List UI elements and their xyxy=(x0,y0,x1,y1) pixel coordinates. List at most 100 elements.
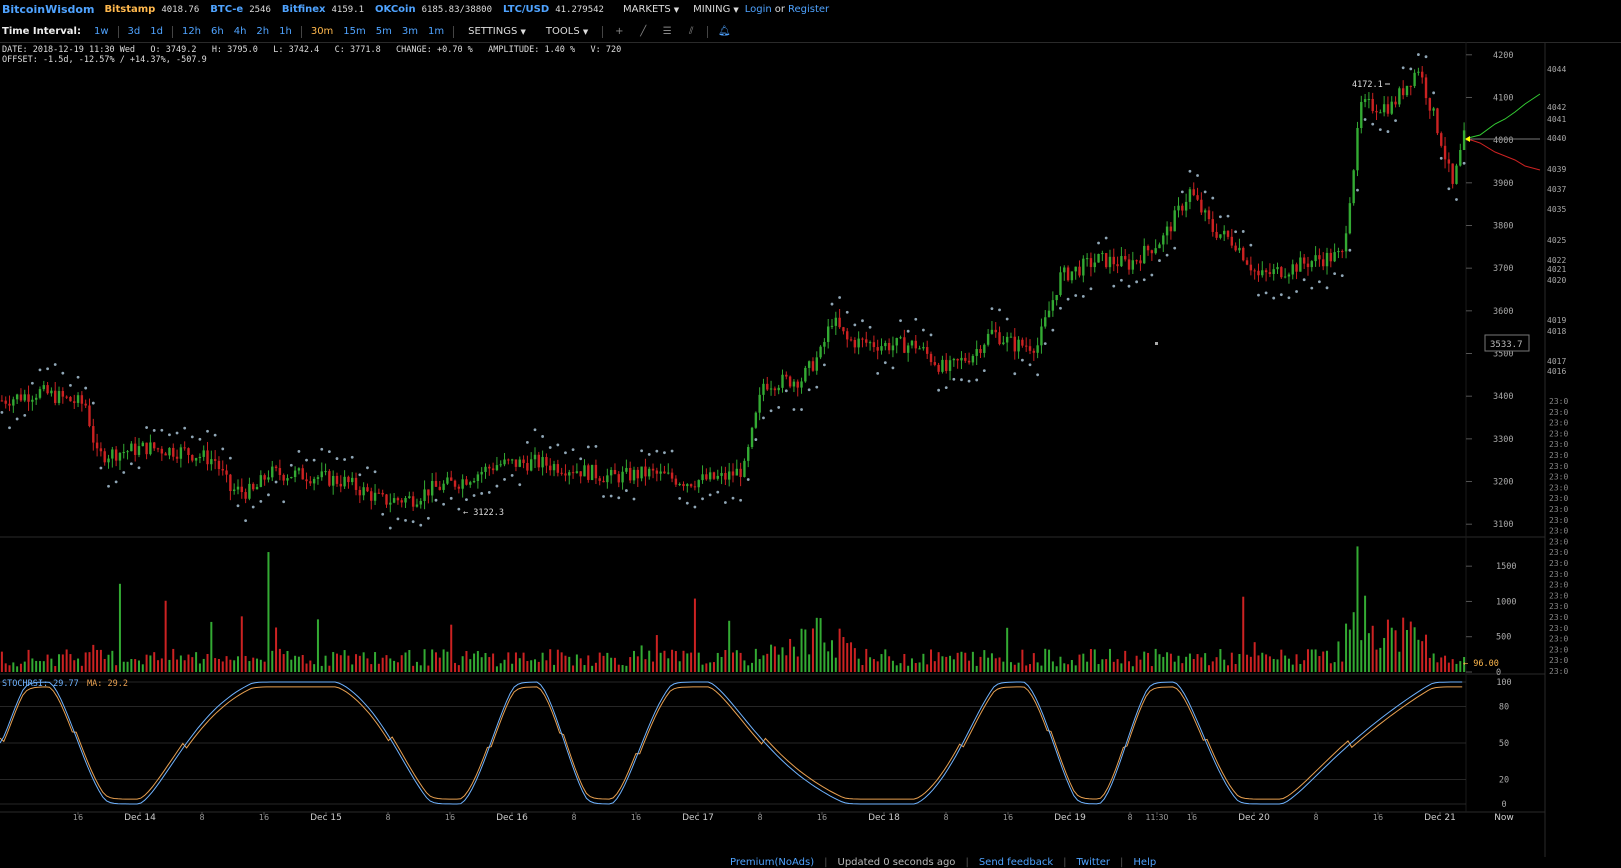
interval-5m[interactable]: 5m xyxy=(375,26,392,37)
candle-body xyxy=(1344,233,1348,252)
volume-bar xyxy=(1215,657,1218,672)
exchange-btce[interactable]: BTC-e 2546 xyxy=(210,4,271,15)
candle-body xyxy=(179,447,183,459)
sar-dot xyxy=(1264,291,1268,295)
volume-bar xyxy=(1128,661,1131,672)
volume-bar xyxy=(648,650,651,672)
sar-dot xyxy=(480,492,484,495)
footer-help[interactable]: Help xyxy=(1133,857,1157,868)
volume-bar xyxy=(766,653,769,672)
depth-ask-line xyxy=(1467,138,1541,171)
candle-body xyxy=(1082,258,1085,276)
candle-body xyxy=(111,449,114,459)
footer-premium-noads[interactable]: Premium(NoAds) xyxy=(730,857,815,868)
exchange-ltcusd[interactable]: LTC/USD 41.279542 xyxy=(503,4,604,15)
candle-body xyxy=(335,475,339,484)
volume-bar xyxy=(937,652,940,672)
candle-body xyxy=(84,403,87,406)
interval-2h[interactable]: 2h xyxy=(256,26,270,37)
volume-bar xyxy=(1029,664,1032,672)
volume-bar xyxy=(221,661,224,672)
settings-menu[interactable]: SETTINGS ▼ xyxy=(468,26,526,37)
interval-12h[interactable]: 12h xyxy=(181,26,202,37)
depth-price-label: 4018 xyxy=(1547,327,1566,336)
interval-4h[interactable]: 4h xyxy=(233,26,247,37)
candle-body xyxy=(857,338,860,348)
interval-1h[interactable]: 1h xyxy=(279,26,292,37)
exchange-price: 6185.83/38800 xyxy=(421,5,493,15)
bell-icon[interactable]: 🔔︎ xyxy=(717,26,731,37)
volume-bar xyxy=(1158,654,1161,672)
divider: | xyxy=(965,857,969,868)
candle-body xyxy=(1242,247,1245,261)
volume-bar xyxy=(930,649,933,672)
candle-body xyxy=(552,464,556,471)
interval-1d[interactable]: 1d xyxy=(150,26,163,37)
volume-bar xyxy=(671,649,674,672)
candle-body xyxy=(107,458,110,463)
volume-bar xyxy=(1360,640,1363,672)
brand-logo[interactable]: BitcoinWisdom xyxy=(2,3,95,16)
candle-body xyxy=(846,331,849,340)
sar-dot xyxy=(845,310,849,314)
interval-3d[interactable]: 3d xyxy=(127,26,141,37)
interval-3m[interactable]: 3m xyxy=(401,26,418,37)
mining-menu[interactable]: MINING ▼ xyxy=(693,4,739,15)
candle-body xyxy=(583,465,586,477)
exchange-bitfinex[interactable]: Bitfinex 4159.1 xyxy=(282,4,364,15)
sar-dot xyxy=(883,361,887,365)
channel-icon[interactable]: ☰ xyxy=(662,26,672,37)
volume-bar xyxy=(655,635,658,672)
candle-body xyxy=(1299,257,1302,272)
sar-dot xyxy=(213,433,217,437)
x-tick-label: 16 xyxy=(73,813,83,822)
sar-dot xyxy=(1127,284,1131,288)
volume-bar xyxy=(1162,656,1165,672)
candle-body xyxy=(807,361,811,368)
fibonacci-icon[interactable]: ⫽ xyxy=(689,26,694,37)
candle-body xyxy=(1451,163,1454,184)
candle-body xyxy=(1329,252,1333,262)
exchange-bitstamp[interactable]: Bitstamp 4018.76 xyxy=(104,4,199,15)
candle-body xyxy=(381,492,384,495)
stoch-tick-label: 0 xyxy=(1501,800,1506,810)
interval-1m[interactable]: 1m xyxy=(427,26,445,37)
sar-dot xyxy=(1378,128,1382,132)
volume-bar xyxy=(815,617,818,672)
candle-body xyxy=(1127,259,1131,270)
candle-body xyxy=(689,484,693,487)
candle-body xyxy=(328,471,331,486)
candle-body xyxy=(724,473,727,480)
volume-bar xyxy=(834,657,837,672)
interval-15m[interactable]: 15m xyxy=(343,26,366,37)
sar-dot xyxy=(685,501,689,505)
interval-1w[interactable]: 1w xyxy=(93,26,109,37)
volume-bar xyxy=(309,660,312,672)
price-chart[interactable]: 3100 3200 3300 3400 3500 3600 3700 3800 3900 4000… xyxy=(0,42,1621,857)
candle-body xyxy=(0,400,4,402)
candle-body xyxy=(164,453,167,456)
candle-body xyxy=(191,455,194,461)
candle-body xyxy=(834,317,838,326)
sar-dot xyxy=(343,458,347,461)
markets-menu[interactable]: MARKETS ▼ xyxy=(622,4,680,15)
crosshair-icon[interactable]: + xyxy=(615,26,624,37)
exchange-okcoin[interactable]: OKCoin 6185.83/38800 xyxy=(375,4,492,15)
footer-twitter[interactable]: Twitter xyxy=(1076,857,1111,868)
interval-30m[interactable]: 30m xyxy=(310,26,334,37)
tools-menu[interactable]: TOOLS ▼ xyxy=(545,26,589,37)
register-link[interactable]: Register xyxy=(787,4,830,15)
candle-body xyxy=(880,346,883,351)
depth-price-label: 4037 xyxy=(1547,185,1566,194)
login-link[interactable]: Login xyxy=(744,4,772,15)
candle-body xyxy=(396,498,400,501)
interval-6h[interactable]: 6h xyxy=(211,26,224,37)
volume-bar xyxy=(724,650,727,672)
sar-dot xyxy=(1371,122,1375,126)
candle-body xyxy=(1417,71,1420,73)
footer-send-feedback[interactable]: Send feedback xyxy=(978,857,1054,868)
candle-body xyxy=(739,468,742,477)
line-icon[interactable]: ╱ xyxy=(640,26,647,37)
candle-body xyxy=(23,394,26,401)
volume-bar xyxy=(949,655,952,672)
